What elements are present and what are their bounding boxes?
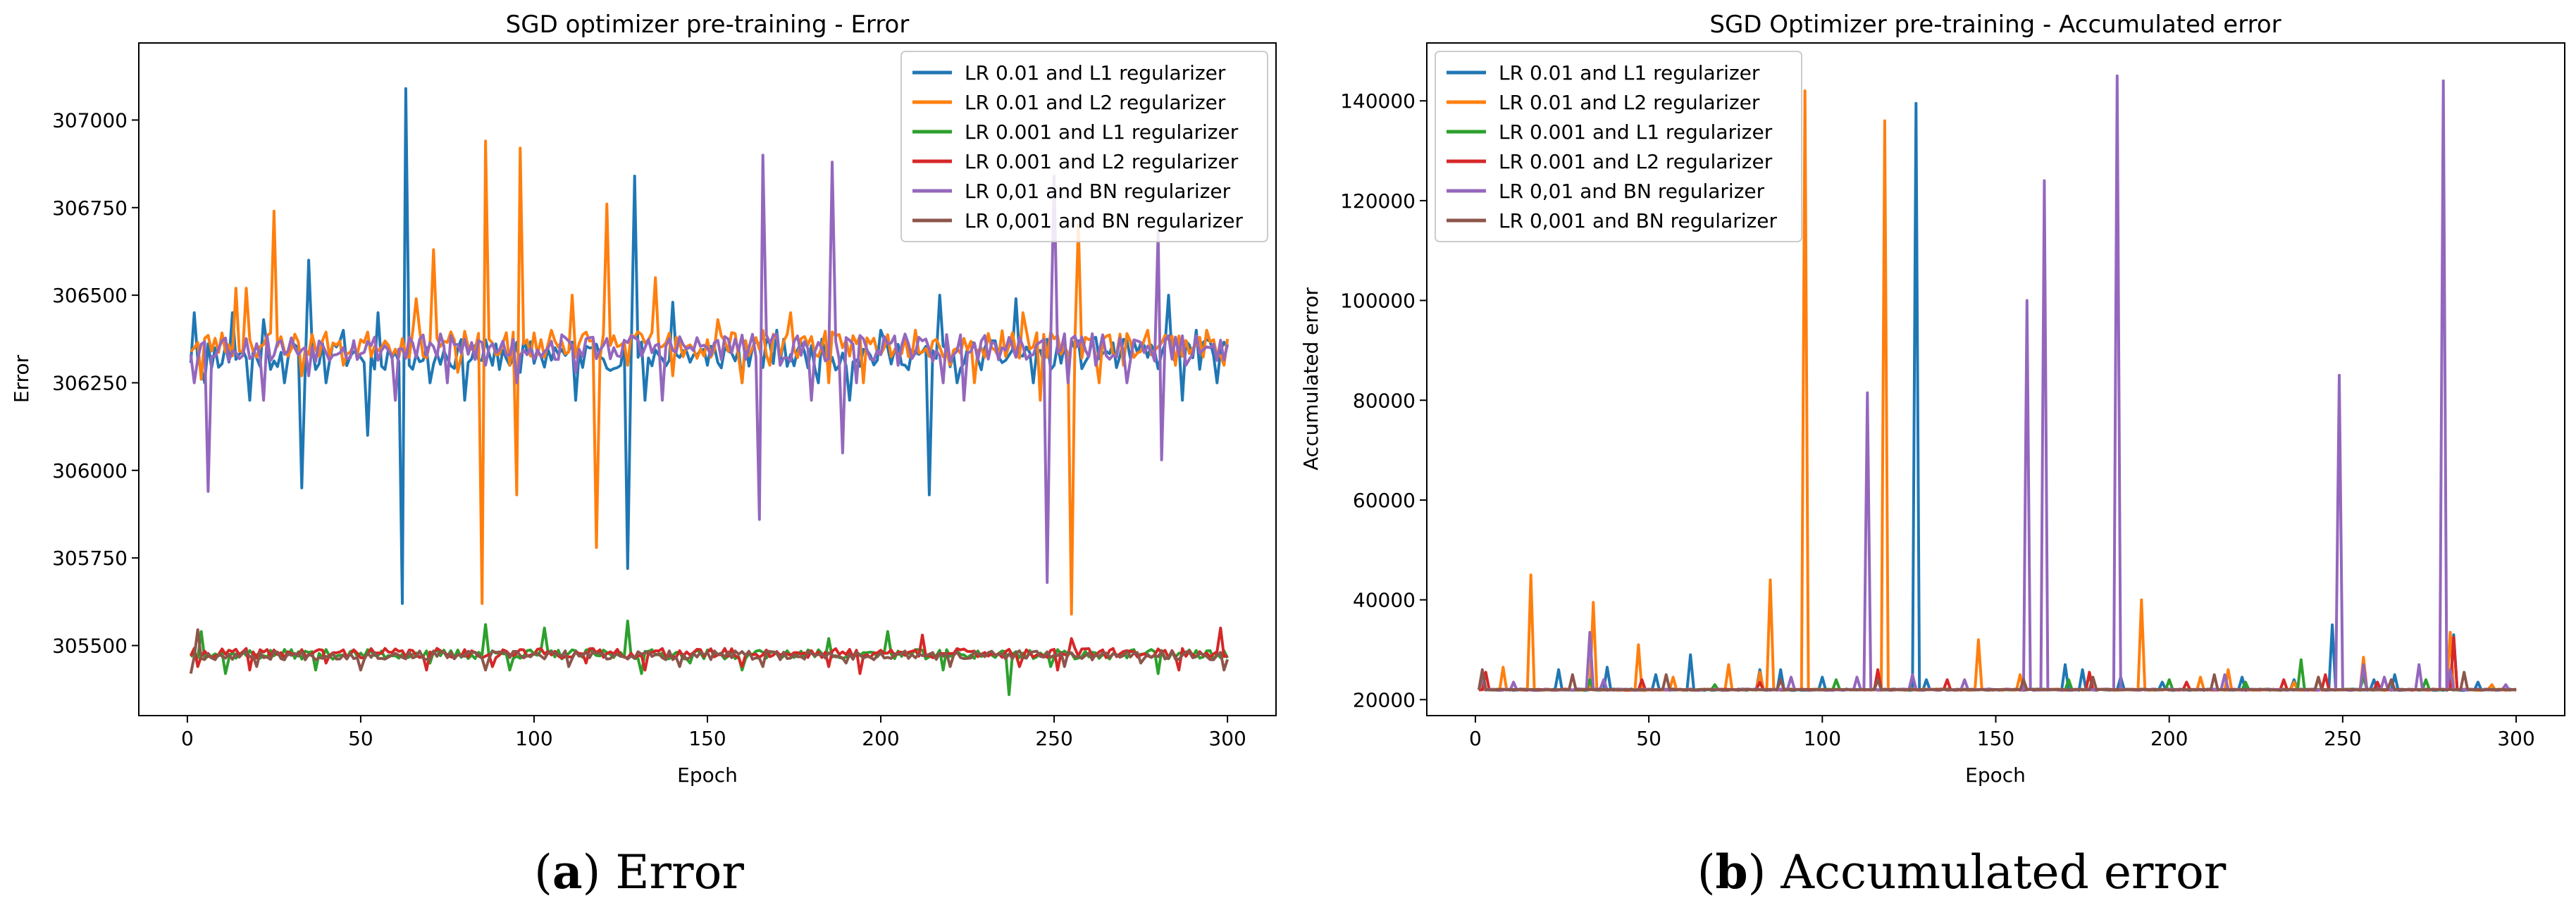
caption-b: (b) Accumulated error: [1697, 844, 2227, 899]
y-tick-label: 306750: [52, 197, 128, 220]
y-tick-label: 80000: [1353, 389, 1416, 412]
x-tick-label: 150: [1977, 727, 2014, 750]
legend-label: LR 0,01 and BN regularizer: [965, 180, 1231, 203]
legend-label: LR 0,001 and BN regularizer: [1499, 209, 1777, 232]
x-tick-label: 300: [2497, 727, 2534, 750]
chart-error-xlabel: Epoch: [677, 763, 738, 787]
legend-label: LR 0.01 and L1 regularizer: [965, 61, 1226, 85]
caption-a: (a) Error: [534, 844, 744, 899]
y-tick-label: 100000: [1340, 289, 1416, 313]
x-tick-label: 0: [181, 727, 194, 750]
chart-accumulated-error: SGD Optimizer pre-training - Accumulated…: [1299, 11, 2565, 899]
y-tick-label: 307000: [52, 108, 128, 132]
caption-a-text: Error: [615, 845, 744, 899]
chart-error: SGD optimizer pre-training - Error Epoch…: [10, 11, 1277, 899]
x-tick-label: 50: [1636, 727, 1661, 750]
y-tick-label: 60000: [1353, 489, 1416, 512]
caption-a-letter: a: [552, 844, 583, 899]
chart-error-ylabel: Error: [10, 354, 33, 403]
y-tick-label: 20000: [1353, 688, 1416, 711]
x-tick-label: 50: [348, 727, 373, 750]
legend-label: LR 0.001 and L2 regularizer: [965, 150, 1239, 173]
legend-label: LR 0.01 and L1 regularizer: [1499, 61, 1760, 85]
y-tick-label: 305500: [52, 635, 128, 658]
x-tick-label: 250: [1035, 727, 1072, 750]
legend-label: LR 0.01 and L2 regularizer: [1499, 91, 1760, 114]
chart-accumulated-error-legend: LR 0.01 and L1 regularizer LR 0.01 and L2…: [1435, 51, 1802, 242]
y-tick-label: 306250: [52, 371, 128, 394]
y-tick-label: 306000: [52, 459, 128, 482]
y-tick-label: 40000: [1353, 589, 1416, 612]
y-tick-label: 305750: [52, 547, 128, 570]
legend-box: [1435, 51, 1802, 242]
chart-error-ticks: 0 50 100 150 200 250 300 305500 305750 306000 3062…: [52, 108, 1246, 750]
x-tick-label: 100: [515, 727, 552, 750]
series-line: [189, 87, 1229, 605]
x-tick-label: 100: [1804, 727, 1841, 750]
chart-error-axes-frame: [138, 42, 1277, 716]
x-tick-label: 0: [1469, 727, 1482, 750]
x-tick-label: 200: [2150, 727, 2188, 750]
legend-label: LR 0.001 and L1 regularizer: [1499, 120, 1773, 144]
caption-b-letter: b: [1715, 844, 1747, 899]
series-line: [189, 626, 1228, 675]
legend-label: LR 0.001 and L1 regularizer: [965, 120, 1239, 144]
legend-box: [900, 51, 1268, 242]
chart-error-legend: LR 0.01 and L1 regularizer LR 0.01 and L2…: [900, 51, 1268, 242]
legend-label: LR 0,01 and BN regularizer: [1499, 180, 1765, 203]
chart-accumulated-error-ylabel: Accumulated error: [1299, 287, 1323, 470]
chart-error-title: SGD optimizer pre-training - Error: [506, 11, 910, 39]
x-tick-label: 300: [1208, 727, 1246, 750]
chart-accumulated-error-axes-frame: [1426, 42, 2565, 716]
y-tick-label: 306500: [52, 284, 128, 307]
y-tick-label: 120000: [1340, 189, 1416, 213]
chart-accumulated-error-title: SGD Optimizer pre-training - Accumulated…: [1709, 11, 2281, 39]
series-line: [189, 628, 1230, 674]
x-tick-label: 200: [862, 727, 899, 750]
legend-label: LR 0,001 and BN regularizer: [965, 209, 1243, 232]
chart-accumulated-error-ticks: 0 50 100 150 200 250 300 20000 40000 60000 80000 10…: [1340, 89, 2535, 750]
series-line: [1477, 668, 2517, 692]
x-tick-label: 250: [2324, 727, 2361, 750]
chart-accumulated-error-xlabel: Epoch: [1965, 763, 2026, 787]
x-tick-label: 150: [688, 727, 726, 750]
y-tick-label: 140000: [1340, 89, 1416, 113]
chart-accumulated-error-lines: [1477, 74, 2517, 692]
caption-b-text: Accumulated error: [1780, 845, 2226, 899]
legend-label: LR 0.01 and L2 regularizer: [965, 91, 1226, 114]
legend-label: LR 0.001 and L2 regularizer: [1499, 150, 1773, 173]
